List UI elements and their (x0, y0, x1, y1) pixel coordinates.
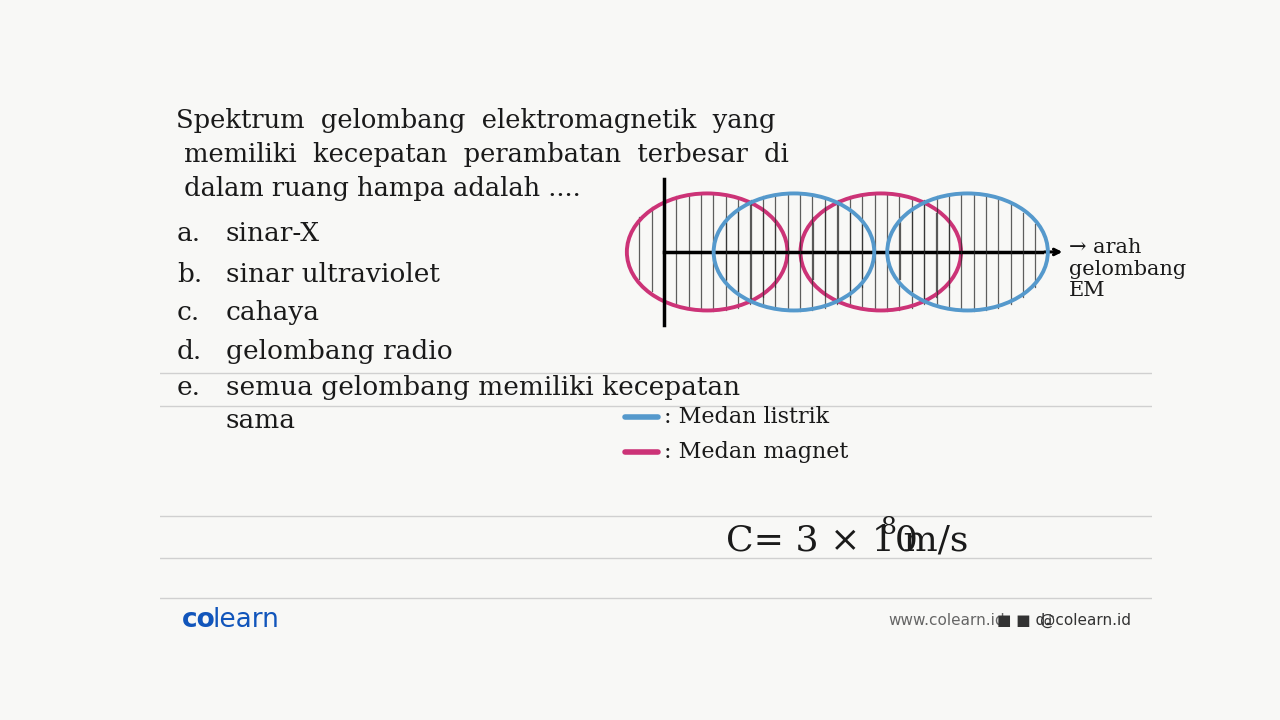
Text: a.: a. (177, 221, 201, 246)
Text: e.: e. (177, 375, 201, 400)
Text: : Medan listrik: : Medan listrik (664, 407, 829, 428)
Text: memiliki  kecepatan  perambatan  terbesar  di: memiliki kecepatan perambatan terbesar d… (175, 142, 788, 167)
Text: C= 3 × 10: C= 3 × 10 (726, 523, 918, 558)
Text: Spektrum  gelombang  elektromagnetik  yang: Spektrum gelombang elektromagnetik yang (175, 108, 774, 133)
Text: m/s: m/s (892, 523, 969, 558)
Text: sinar-X: sinar-X (225, 221, 320, 246)
Text: gelombang: gelombang (1069, 260, 1187, 279)
Text: c.: c. (177, 300, 200, 325)
Text: d.: d. (177, 339, 202, 364)
Text: gelombang radio: gelombang radio (225, 339, 453, 364)
Text: www.colearn.id: www.colearn.id (888, 613, 1005, 628)
Text: @colearn.id: @colearn.id (1039, 613, 1130, 628)
Text: cahaya: cahaya (225, 300, 320, 325)
Text: sinar ultraviolet: sinar ultraviolet (225, 262, 440, 287)
Text: EM: EM (1069, 282, 1106, 300)
Text: → arah: → arah (1069, 238, 1142, 257)
Text: : Medan magnet: : Medan magnet (664, 441, 849, 463)
Text: co: co (182, 607, 215, 633)
Text: 8: 8 (881, 516, 896, 539)
Text: dalam ruang hampa adalah ....: dalam ruang hampa adalah .... (175, 176, 580, 201)
Text: b.: b. (177, 262, 202, 287)
Text: semua gelombang memiliki kecepatan: semua gelombang memiliki kecepatan (225, 375, 740, 400)
Text: sama: sama (225, 408, 296, 433)
Text: learn: learn (212, 607, 279, 633)
Text: ■ ■ d♪: ■ ■ d♪ (997, 613, 1055, 628)
